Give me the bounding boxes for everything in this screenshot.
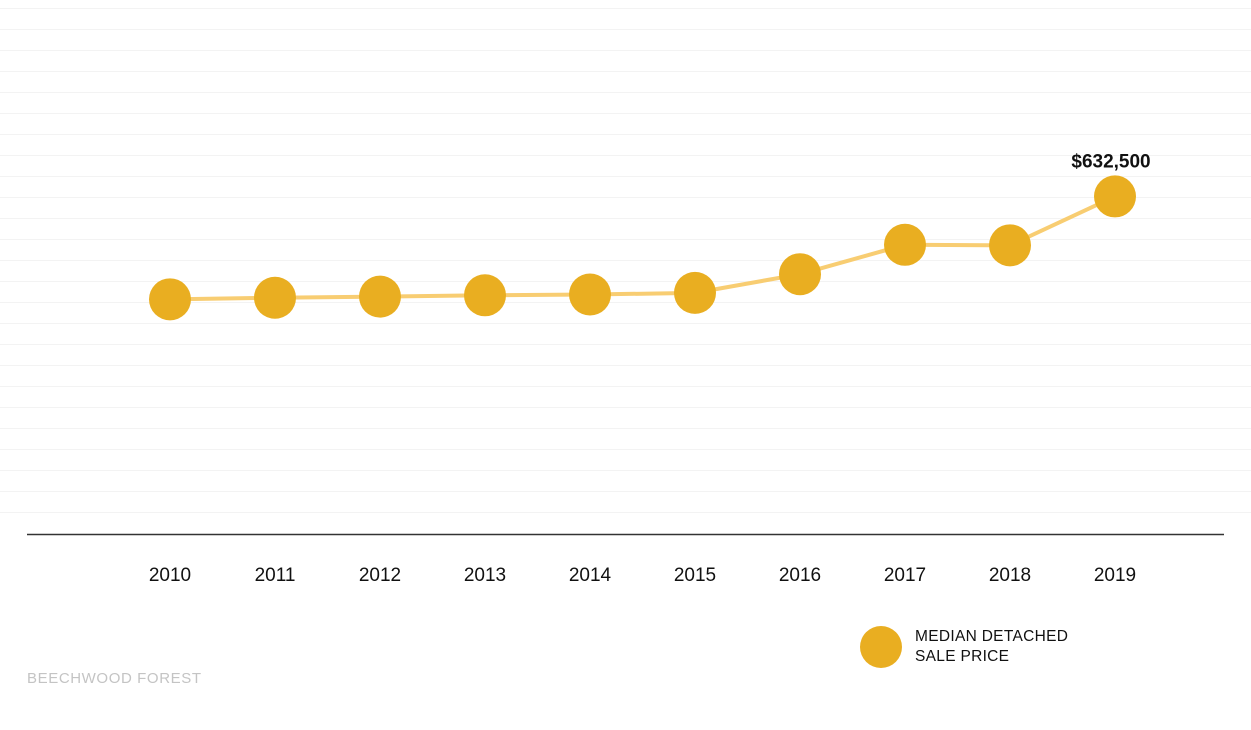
series-line-median-detached-sale-price [168, 194, 1117, 302]
x-tick-label-2017: 2017 [884, 565, 926, 586]
source-credit: BEECHWOOD FOREST [27, 670, 202, 687]
x-tick-label-2015: 2015 [674, 565, 716, 586]
x-tick-label-2010: 2010 [149, 565, 191, 586]
legend: MEDIAN DETACHED SALE PRICE [860, 626, 1068, 668]
data-point-2013 [464, 274, 506, 317]
data-points [149, 175, 1136, 321]
data-point-2018 [989, 224, 1031, 267]
x-tick-label-2012: 2012 [359, 565, 401, 586]
data-point-2010 [149, 278, 191, 321]
legend-label: MEDIAN DETACHED SALE PRICE [915, 627, 1068, 667]
legend-label-line-1: MEDIAN DETACHED [915, 628, 1069, 645]
data-point-2014 [569, 273, 611, 316]
data-label-2019: $632,500 [1071, 151, 1150, 172]
data-labels: $632,500 [1071, 151, 1150, 172]
data-point-2015 [674, 271, 716, 314]
data-point-2012 [359, 275, 401, 318]
x-tick-label-2014: 2014 [569, 565, 612, 586]
data-point-2019 [1094, 175, 1136, 218]
x-tick-label-2013: 2013 [464, 565, 506, 586]
x-tick-label-2011: 2011 [255, 565, 296, 586]
x-tick-label-2016: 2016 [779, 565, 821, 586]
data-point-2016 [779, 253, 821, 296]
gridlines [0, 8, 1251, 513]
x-axis-tick-labels: 2010 2011 2012 2013 2014 2015 2016 2017 2018 2019 [149, 565, 1136, 586]
x-tick-label-2018: 2018 [989, 565, 1031, 586]
x-tick-label-2019: 2019 [1094, 565, 1136, 586]
data-point-2011 [254, 276, 296, 319]
data-point-2017 [884, 223, 926, 266]
legend-marker-icon [860, 626, 902, 668]
legend-label-line-2: SALE PRICE [915, 648, 1010, 665]
